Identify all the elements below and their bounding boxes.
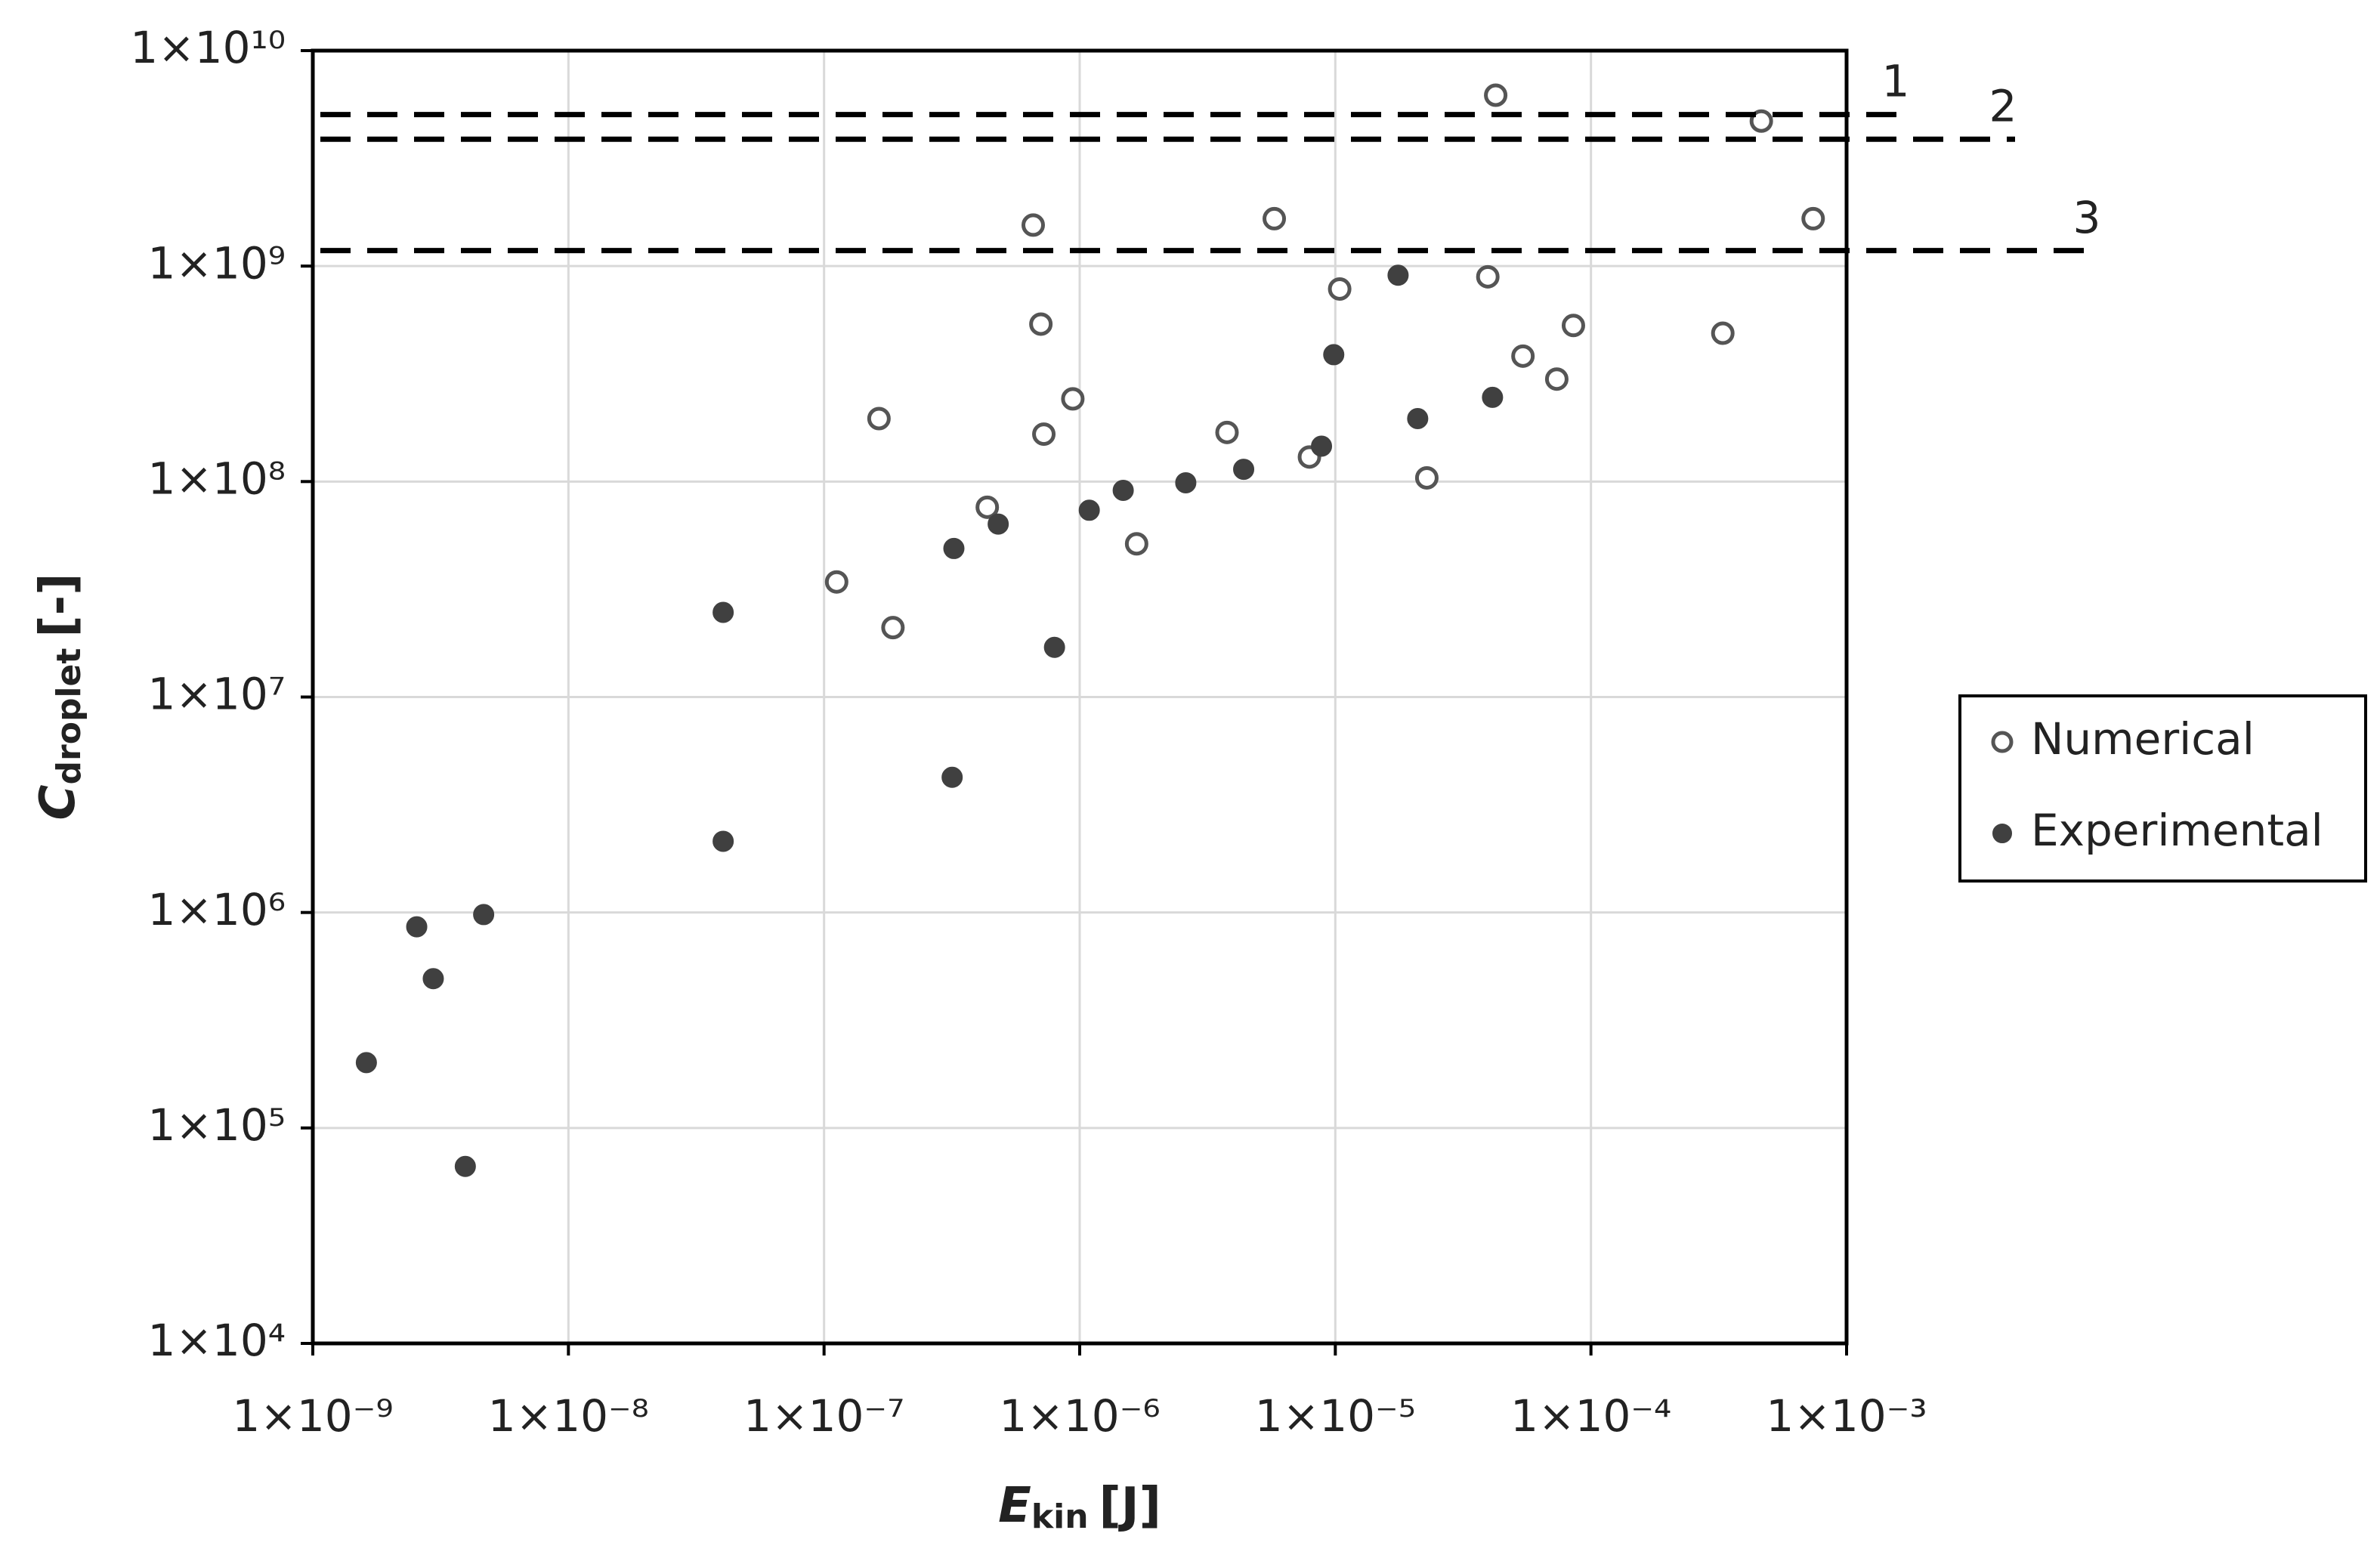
legend-label: Numerical <box>2031 713 2255 765</box>
grid <box>311 49 1848 1345</box>
point <box>941 766 963 788</box>
point <box>988 513 1009 535</box>
legend-label: Experimental <box>2031 805 2323 856</box>
point <box>712 830 734 852</box>
legend-marker <box>1992 824 2012 843</box>
point <box>1476 264 1500 289</box>
x-axis-title-sub: kin <box>1031 1498 1089 1536</box>
point <box>1484 83 1508 107</box>
point <box>406 916 428 938</box>
x-tick-label: 1×10⁻³ <box>1766 1390 1927 1442</box>
point <box>943 537 965 559</box>
point <box>1482 386 1504 408</box>
point <box>1021 213 1045 237</box>
point <box>1561 314 1585 338</box>
point <box>454 1155 476 1177</box>
point <box>712 601 734 623</box>
point <box>1387 264 1409 286</box>
y-tick-label: 1×10⁶ <box>147 884 286 935</box>
point <box>1749 109 1773 133</box>
point <box>1263 206 1287 230</box>
x-tick-label: 1×10⁻⁹ <box>232 1390 393 1442</box>
point <box>1124 532 1148 556</box>
point <box>1511 344 1535 368</box>
point <box>1215 420 1239 444</box>
y-tick-label: 1×10⁴ <box>147 1315 286 1366</box>
point <box>355 1052 377 1074</box>
legend-marker <box>1991 731 2014 753</box>
point <box>1078 499 1100 521</box>
point <box>1175 471 1197 493</box>
x-axis-title-main: E <box>998 1478 1031 1534</box>
point <box>824 570 848 594</box>
point <box>1061 387 1085 411</box>
x-axis-title-unit: [J] <box>1099 1478 1161 1534</box>
point <box>1801 206 1825 230</box>
x-tick-label: 1×10⁻⁴ <box>1510 1390 1671 1442</box>
y-axis-title-main: C <box>30 784 86 820</box>
x-tick-label: 1×10⁻⁷ <box>743 1390 904 1442</box>
marks <box>355 83 1825 1177</box>
point <box>1112 480 1134 502</box>
x-tick-label: 1×10⁻⁶ <box>999 1390 1160 1442</box>
point <box>1328 277 1352 301</box>
y-axis-title: Cdroplet [-] <box>30 573 88 821</box>
y-axis-title-sub: droplet <box>50 648 88 785</box>
reference-line-label: 2 <box>1989 80 2017 131</box>
legend-box <box>1958 694 2367 883</box>
point <box>473 904 495 926</box>
reference-line-label: 1 <box>1882 56 1910 107</box>
point <box>1043 636 1065 658</box>
point <box>1407 407 1429 429</box>
x-tick-label: 1×10⁻⁵ <box>1255 1390 1416 1442</box>
x-tick-label: 1×10⁻⁸ <box>488 1390 649 1442</box>
point <box>881 616 905 640</box>
point <box>1233 459 1255 481</box>
point <box>1323 344 1345 366</box>
point <box>867 407 891 431</box>
point <box>1029 312 1053 336</box>
y-tick-label: 1×10⁷ <box>147 669 286 720</box>
y-tick-label: 1×10⁸ <box>147 453 286 504</box>
y-tick-label: 1×10⁵ <box>147 1099 286 1151</box>
point <box>422 968 444 990</box>
y-tick-label: 1×10⁹ <box>147 237 286 289</box>
point <box>1414 465 1439 490</box>
x-axis-title: Ekin [J] <box>998 1478 1161 1536</box>
point <box>1544 367 1569 391</box>
point <box>1711 321 1735 345</box>
y-tick-label: 1×10¹⁰ <box>130 22 286 73</box>
point <box>975 495 1000 519</box>
y-axis-title-unit: [-] <box>30 573 86 638</box>
reference-line-label: 3 <box>2073 192 2101 243</box>
point <box>1032 422 1056 447</box>
point <box>1311 435 1333 457</box>
